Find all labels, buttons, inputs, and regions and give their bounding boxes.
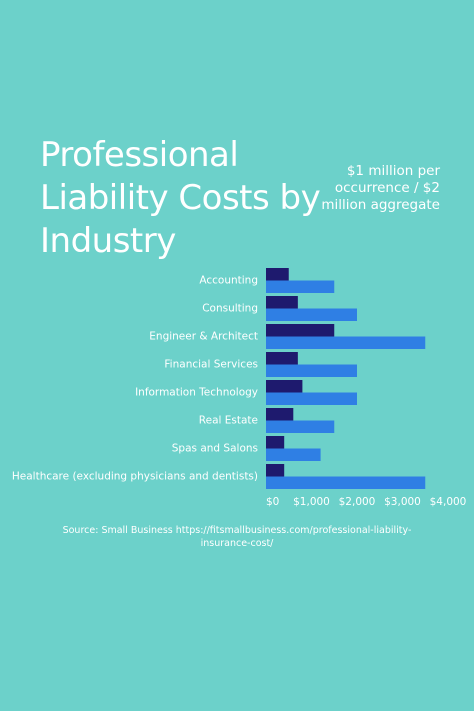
bar-series-2 [266, 420, 335, 433]
category-label: Real Estate [199, 415, 258, 427]
bar-series-1 [266, 296, 298, 309]
x-tick-label: $4,000 [430, 496, 467, 508]
category-label: Consulting [202, 303, 258, 315]
chart-subtitle: $1 million per occurrence / $2 million a… [321, 163, 440, 213]
category-label: Spas and Salons [172, 443, 258, 455]
bar-series-1 [266, 380, 303, 393]
bar-series-2 [266, 308, 357, 321]
x-tick-label: $1,000 [293, 496, 330, 508]
chart-title: Professional Liability Costs by Industry [40, 135, 321, 261]
bar-series-2 [266, 448, 321, 461]
category-label: Information Technology [135, 387, 258, 399]
bar-series-2 [266, 476, 426, 489]
x-tick-label: $0 [266, 496, 279, 508]
bar-series-1 [266, 436, 285, 449]
bar-series-2 [266, 336, 426, 349]
bar-series-2 [266, 280, 335, 293]
bar-series-1 [266, 464, 285, 477]
bar-series-1 [266, 408, 294, 421]
category-label: Financial Services [164, 359, 258, 371]
bar-series-1 [266, 268, 289, 281]
x-tick-label: $2,000 [339, 496, 376, 508]
bar-series-1 [266, 324, 335, 337]
category-label: Accounting [199, 275, 258, 287]
bar-series-1 [266, 352, 298, 365]
bar-series-2 [266, 364, 357, 377]
source-note: Source: Small Business https://fitsmallb… [62, 525, 412, 549]
bar-series-2 [266, 392, 357, 405]
category-label: Engineer & Architect [149, 331, 258, 343]
x-tick-label: $3,000 [384, 496, 421, 508]
category-label: Healthcare (excluding physicians and den… [12, 471, 258, 483]
